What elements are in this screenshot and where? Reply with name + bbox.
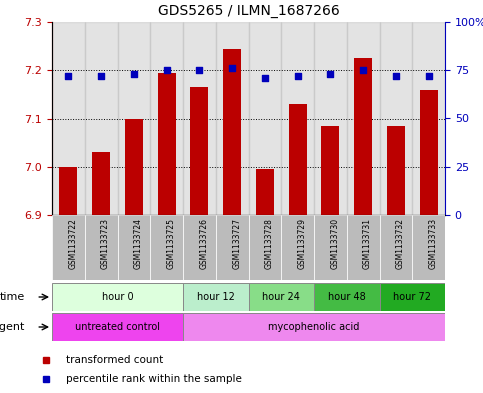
- Text: GSM1133724: GSM1133724: [134, 218, 143, 269]
- Bar: [380, 283, 445, 311]
- Text: GSM1133723: GSM1133723: [101, 218, 110, 269]
- Text: GSM1133730: GSM1133730: [330, 218, 340, 269]
- Text: GSM1133732: GSM1133732: [396, 218, 405, 269]
- Bar: [380, 22, 412, 215]
- Point: [261, 75, 269, 81]
- Bar: [150, 215, 183, 280]
- Point: [130, 71, 138, 77]
- Bar: [52, 22, 85, 215]
- Bar: [223, 49, 241, 215]
- Bar: [314, 283, 380, 311]
- Point: [392, 73, 400, 79]
- Point: [65, 73, 72, 79]
- Point: [163, 67, 170, 73]
- Point: [97, 73, 105, 79]
- Text: hour 48: hour 48: [328, 292, 366, 302]
- Bar: [321, 126, 340, 215]
- Bar: [85, 22, 117, 215]
- Point: [327, 71, 334, 77]
- Bar: [52, 215, 85, 280]
- Bar: [183, 313, 445, 341]
- Point: [228, 65, 236, 72]
- Text: GSM1133728: GSM1133728: [265, 218, 274, 269]
- Bar: [412, 22, 445, 215]
- Point: [294, 73, 301, 79]
- Bar: [248, 283, 314, 311]
- Bar: [150, 22, 183, 215]
- Text: untreated control: untreated control: [75, 322, 160, 332]
- Bar: [85, 215, 117, 280]
- Text: GSM1133731: GSM1133731: [363, 218, 372, 269]
- Bar: [347, 215, 380, 280]
- Bar: [387, 126, 405, 215]
- Text: transformed count: transformed count: [66, 355, 163, 365]
- Bar: [52, 283, 183, 311]
- Point: [359, 67, 367, 73]
- Bar: [314, 22, 347, 215]
- Text: hour 24: hour 24: [262, 292, 300, 302]
- Bar: [183, 22, 216, 215]
- Text: mycophenolic acid: mycophenolic acid: [269, 322, 360, 332]
- Bar: [248, 215, 281, 280]
- Text: GSM1133733: GSM1133733: [428, 218, 438, 269]
- Bar: [59, 167, 77, 215]
- Bar: [52, 313, 183, 341]
- Bar: [216, 215, 248, 280]
- Bar: [117, 22, 150, 215]
- Bar: [190, 87, 208, 215]
- Text: hour 72: hour 72: [393, 292, 431, 302]
- Bar: [183, 215, 216, 280]
- Text: GSM1133727: GSM1133727: [232, 218, 241, 269]
- Text: percentile rank within the sample: percentile rank within the sample: [66, 374, 242, 384]
- Bar: [354, 58, 372, 215]
- Point: [425, 73, 432, 79]
- Text: hour 0: hour 0: [102, 292, 133, 302]
- Bar: [216, 22, 248, 215]
- Point: [196, 67, 203, 73]
- Bar: [289, 104, 307, 215]
- Text: agent: agent: [0, 322, 25, 332]
- Bar: [256, 169, 274, 215]
- Text: GSM1133726: GSM1133726: [199, 218, 208, 269]
- Bar: [380, 215, 412, 280]
- Bar: [281, 22, 314, 215]
- Text: hour 12: hour 12: [197, 292, 235, 302]
- Bar: [125, 119, 143, 215]
- Bar: [117, 215, 150, 280]
- Bar: [314, 215, 347, 280]
- Bar: [248, 22, 281, 215]
- Bar: [420, 90, 438, 215]
- Text: GSM1133725: GSM1133725: [167, 218, 176, 269]
- Title: GDS5265 / ILMN_1687266: GDS5265 / ILMN_1687266: [157, 4, 340, 18]
- Bar: [92, 152, 110, 215]
- Text: GSM1133722: GSM1133722: [69, 218, 77, 269]
- Text: GSM1133729: GSM1133729: [298, 218, 307, 269]
- Bar: [281, 215, 314, 280]
- Bar: [347, 22, 380, 215]
- Bar: [183, 283, 248, 311]
- Bar: [157, 73, 176, 215]
- Text: time: time: [0, 292, 25, 302]
- Bar: [412, 215, 445, 280]
